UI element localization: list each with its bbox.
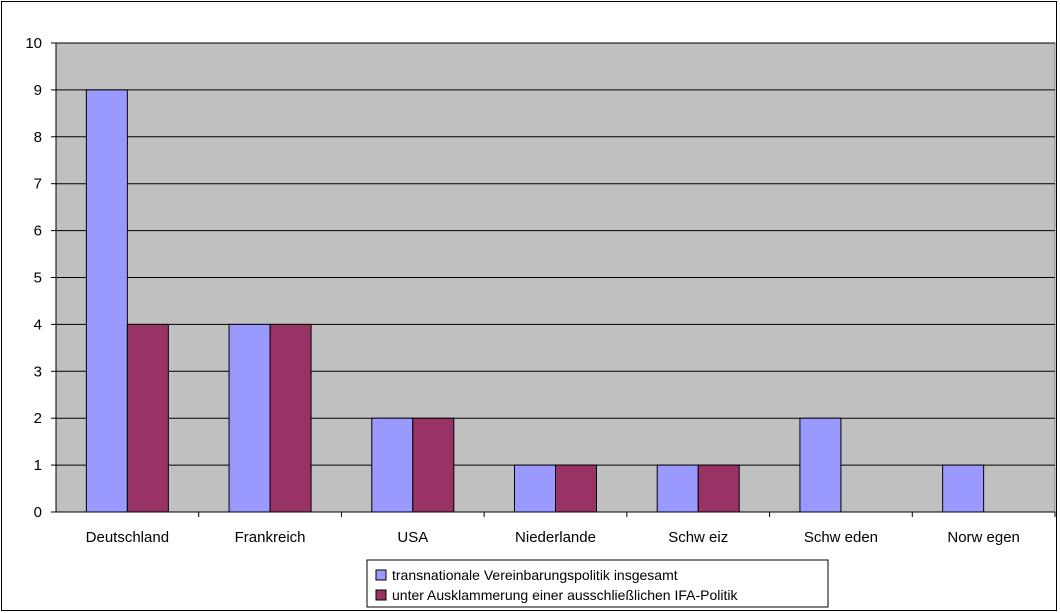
legend-label: unter Ausklammerung einer ausschließlich… — [392, 587, 738, 603]
x-tick-label: Schw eiz — [668, 529, 728, 546]
bar-ohne-ifa — [697, 464, 740, 513]
bar-insgesamt — [799, 417, 842, 513]
bar-insgesamt — [371, 417, 414, 513]
legend — [366, 559, 829, 608]
bar-insgesamt — [514, 464, 556, 513]
bar-insgesamt — [656, 464, 699, 513]
y-tick-label: 1 — [34, 457, 42, 474]
y-tick-label: 2 — [34, 410, 42, 427]
x-tick-label: Niederlande — [515, 529, 596, 546]
y-tick-label: 0 — [34, 504, 42, 521]
y-tick-label: 10 — [25, 35, 42, 52]
bar-ohne-ifa — [126, 323, 169, 513]
x-tick-label: Schw eden — [804, 529, 878, 546]
bar-ohne-ifa — [269, 323, 312, 513]
bar-ohne-ifa — [555, 464, 597, 513]
y-tick-label: 8 — [34, 129, 42, 146]
bar-ohne-ifa — [412, 417, 455, 513]
x-tick-label: USA — [397, 529, 428, 546]
x-tick-label: Norw egen — [947, 529, 1020, 546]
legend-label: transnationale Vereinbarungspolitik insg… — [392, 567, 678, 583]
bar-insgesamt — [228, 323, 271, 513]
y-tick-label: 9 — [34, 82, 42, 99]
y-tick-label: 5 — [34, 270, 42, 287]
bar-insgesamt — [942, 464, 985, 513]
x-tick-label: Deutschland — [86, 529, 169, 546]
legend-swatch — [375, 589, 387, 601]
y-tick-label: 6 — [34, 223, 42, 240]
y-tick-label: 3 — [34, 363, 42, 380]
bar-insgesamt — [85, 89, 128, 513]
y-tick-label: 4 — [34, 316, 42, 333]
legend-swatch — [375, 569, 387, 581]
y-tick-label: 7 — [34, 176, 42, 193]
x-tick-label: Frankreich — [235, 529, 306, 546]
